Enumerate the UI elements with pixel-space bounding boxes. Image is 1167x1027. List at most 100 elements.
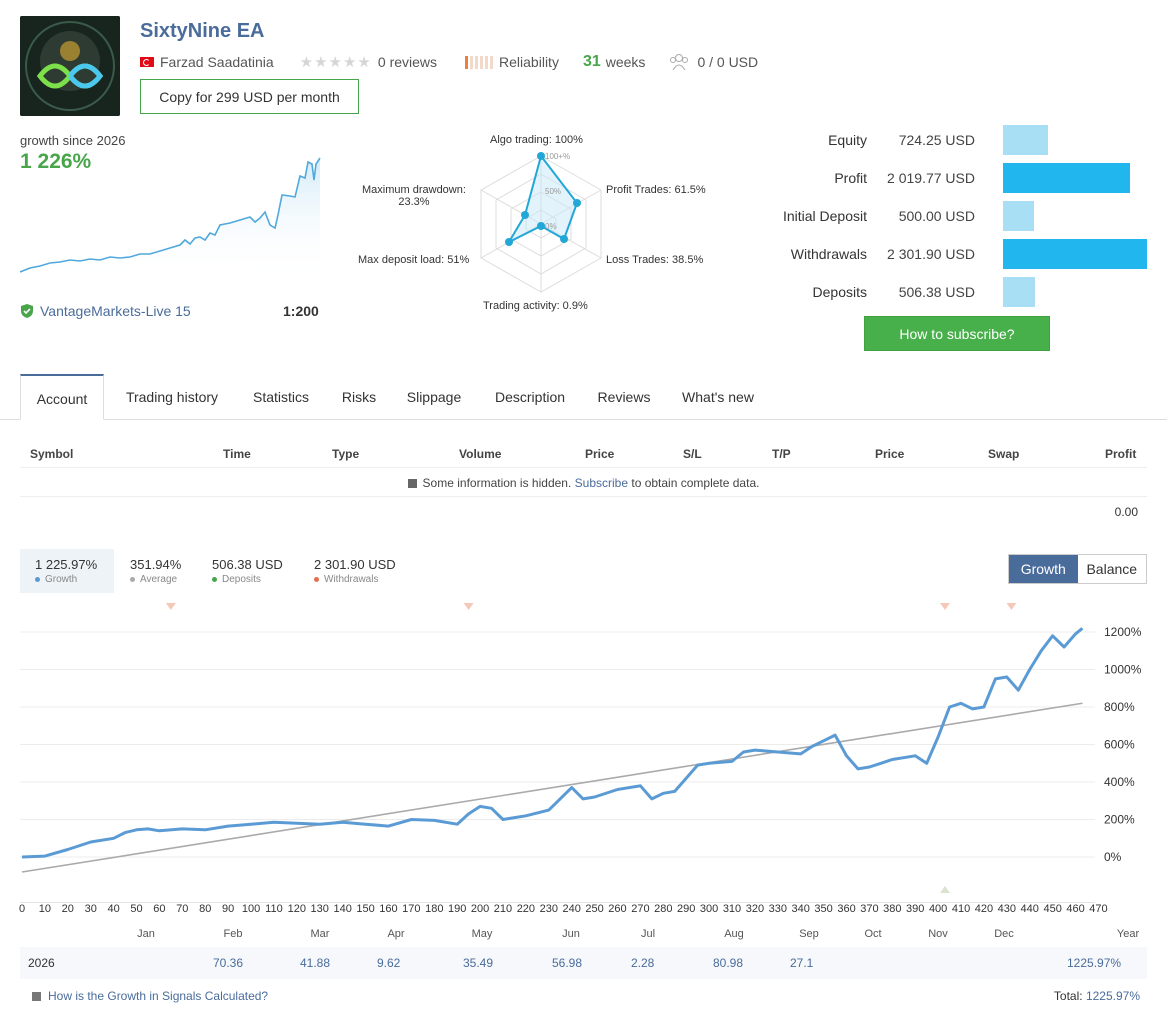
stat-bar-equity (1003, 125, 1048, 155)
x-tick-label: 170 (402, 903, 420, 915)
growth-chart: 1200% 1000% 800% 600% 400% 200% 0% 0 10 20 30 40 50 6… (19, 603, 1142, 940)
growth-calc-link[interactable]: How is the Growth in Signals Calculated? (32, 989, 268, 1003)
radar-trading-activity: Trading activity: 0.9% (483, 300, 588, 312)
divider (20, 496, 1147, 497)
account-stats: Equity 724.25 USD Profit 2 019.77 USD In… (737, 125, 1147, 307)
tab-trading-history[interactable]: Trading history (125, 389, 219, 405)
total-growth: Total: 1225.97% (1053, 989, 1140, 1003)
summary-average[interactable]: 351.94% Average (130, 557, 182, 585)
stat-bar-initial-deposit (1003, 201, 1034, 231)
x-tick-label: 150 (356, 903, 374, 915)
yearly-month-value: 41.88 (300, 956, 331, 970)
col-type: Type (332, 447, 360, 461)
subscribe-link[interactable]: Subscribe (574, 476, 629, 490)
summary-deposits[interactable]: 506.38 USD Deposits (212, 557, 283, 585)
withdrawals-dot-icon (314, 577, 319, 582)
broker-info[interactable]: VantageMarkets-Live 15 (20, 303, 191, 319)
col-tp: T/P (772, 447, 791, 461)
broker-name[interactable]: VantageMarkets-Live 15 (40, 303, 191, 319)
x-tick-label: 40 (107, 903, 119, 915)
growth-line (21, 627, 1084, 859)
balance-toggle-button[interactable]: Balance (1077, 555, 1146, 583)
how-to-subscribe-button[interactable]: How to subscribe? (864, 316, 1050, 351)
month-label: May (472, 928, 493, 940)
deposits-dot-icon (212, 577, 217, 582)
weeks-value: 31 (582, 53, 601, 70)
x-tick-label: 430 (998, 903, 1016, 915)
x-tick-label: 470 (1089, 903, 1107, 915)
x-tick-label: 310 (723, 903, 741, 915)
x-tick-label: 100 (242, 903, 260, 915)
growth-since-label: growth since 2026 (20, 133, 126, 148)
x-tick-label: 30 (85, 903, 97, 915)
leverage-value: 1:200 (283, 303, 319, 319)
tab-whats-new[interactable]: What's new (682, 389, 754, 405)
x-tick-label: 360 (837, 903, 855, 915)
radar-profit-trades: Profit Trades: 61.5% (606, 184, 706, 196)
tab-account[interactable]: Account (20, 374, 104, 420)
withdrawal-marker (463, 603, 474, 610)
x-tick-label: 110 (265, 903, 283, 915)
stat-withdrawals: Withdrawals 2 301.90 USD (737, 239, 1147, 269)
x-tick-label: 440 (1021, 903, 1039, 915)
tab-slippage[interactable]: Slippage (406, 389, 462, 405)
withdrawal-marker (165, 603, 176, 610)
chart-mode-toggle: Growth Balance (1008, 554, 1147, 584)
yearly-month-value: 70.36 (213, 956, 244, 970)
yearly-month-value: 56.98 (552, 956, 583, 970)
stat-bar-deposits (1003, 277, 1035, 307)
month-label: Feb (224, 928, 243, 940)
x-tick-label: 270 (631, 903, 649, 915)
x-tick-label: 240 (562, 903, 580, 915)
x-tick-label: 180 (425, 903, 443, 915)
x-tick-label: 420 (975, 903, 993, 915)
x-tick-label: 400 (929, 903, 947, 915)
summary-withdrawals[interactable]: 2 301.90 USD Withdrawals (314, 557, 396, 585)
x-tick-label: 460 (1066, 903, 1084, 915)
subscribers-value: 0 / 0 USD (697, 54, 759, 70)
x-tick-label: 70 (176, 903, 188, 915)
x-tick-label: 140 (333, 903, 351, 915)
copy-subscribe-button[interactable]: Copy for 299 USD per month (140, 79, 359, 114)
growth-toggle-button[interactable]: Growth (1009, 555, 1078, 583)
tab-description[interactable]: Description (494, 389, 566, 405)
stat-deposits: Deposits 506.38 USD (737, 277, 1147, 307)
lock-icon (407, 479, 417, 488)
author-link[interactable]: Farzad Saadatinia (160, 54, 274, 70)
reviews-link[interactable]: 0 reviews (377, 54, 438, 70)
x-tick-label: 80 (199, 903, 211, 915)
tab-risks[interactable]: Risks (341, 389, 377, 405)
withdrawal-marker (940, 603, 950, 610)
month-label: Jun (562, 928, 580, 940)
turkey-flag-icon (140, 57, 154, 67)
x-tick-label: 280 (654, 903, 672, 915)
radar-max-deposit-load: Max deposit load: 51% (358, 254, 470, 266)
withdrawal-marker (1006, 603, 1017, 610)
stat-bar-profit (1003, 163, 1130, 193)
x-tick-label: 300 (700, 903, 718, 915)
x-tick-label: 50 (130, 903, 142, 915)
x-tick-label: 230 (540, 903, 558, 915)
col-volume: Volume (459, 447, 502, 461)
month-label: Nov (928, 928, 948, 940)
yearly-month-value: 1225.97% (1067, 956, 1122, 970)
tab-reviews[interactable]: Reviews (597, 389, 651, 405)
ea-title[interactable]: SixtyNine EA (140, 20, 265, 42)
weeks-label: weeks (605, 54, 646, 70)
info-icon (32, 991, 41, 1001)
tab-statistics[interactable]: Statistics (252, 389, 309, 405)
summary-growth[interactable]: 1 225.97% Growth (20, 549, 114, 593)
reliability-label: Reliability (499, 54, 559, 70)
col-profit: Profit (1105, 447, 1137, 461)
subscribers-icon (669, 53, 689, 71)
radar-ring-100: 100+% (545, 152, 570, 161)
radar-chart: 100+% 50% 0% (480, 152, 602, 293)
stat-bar-withdrawals (1003, 239, 1147, 269)
yearly-month-value: 80.98 (713, 956, 744, 970)
yearly-month-value: 2.28 (631, 956, 655, 970)
stat-profit: Profit 2 019.77 USD (737, 163, 1147, 193)
growth-value: 1 226% (20, 150, 92, 173)
year-label: 2026 (28, 956, 55, 970)
radar-max-drawdown: Maximum drawdown: 23.3% (362, 184, 466, 208)
yearly-month-value: 35.49 (463, 956, 494, 970)
